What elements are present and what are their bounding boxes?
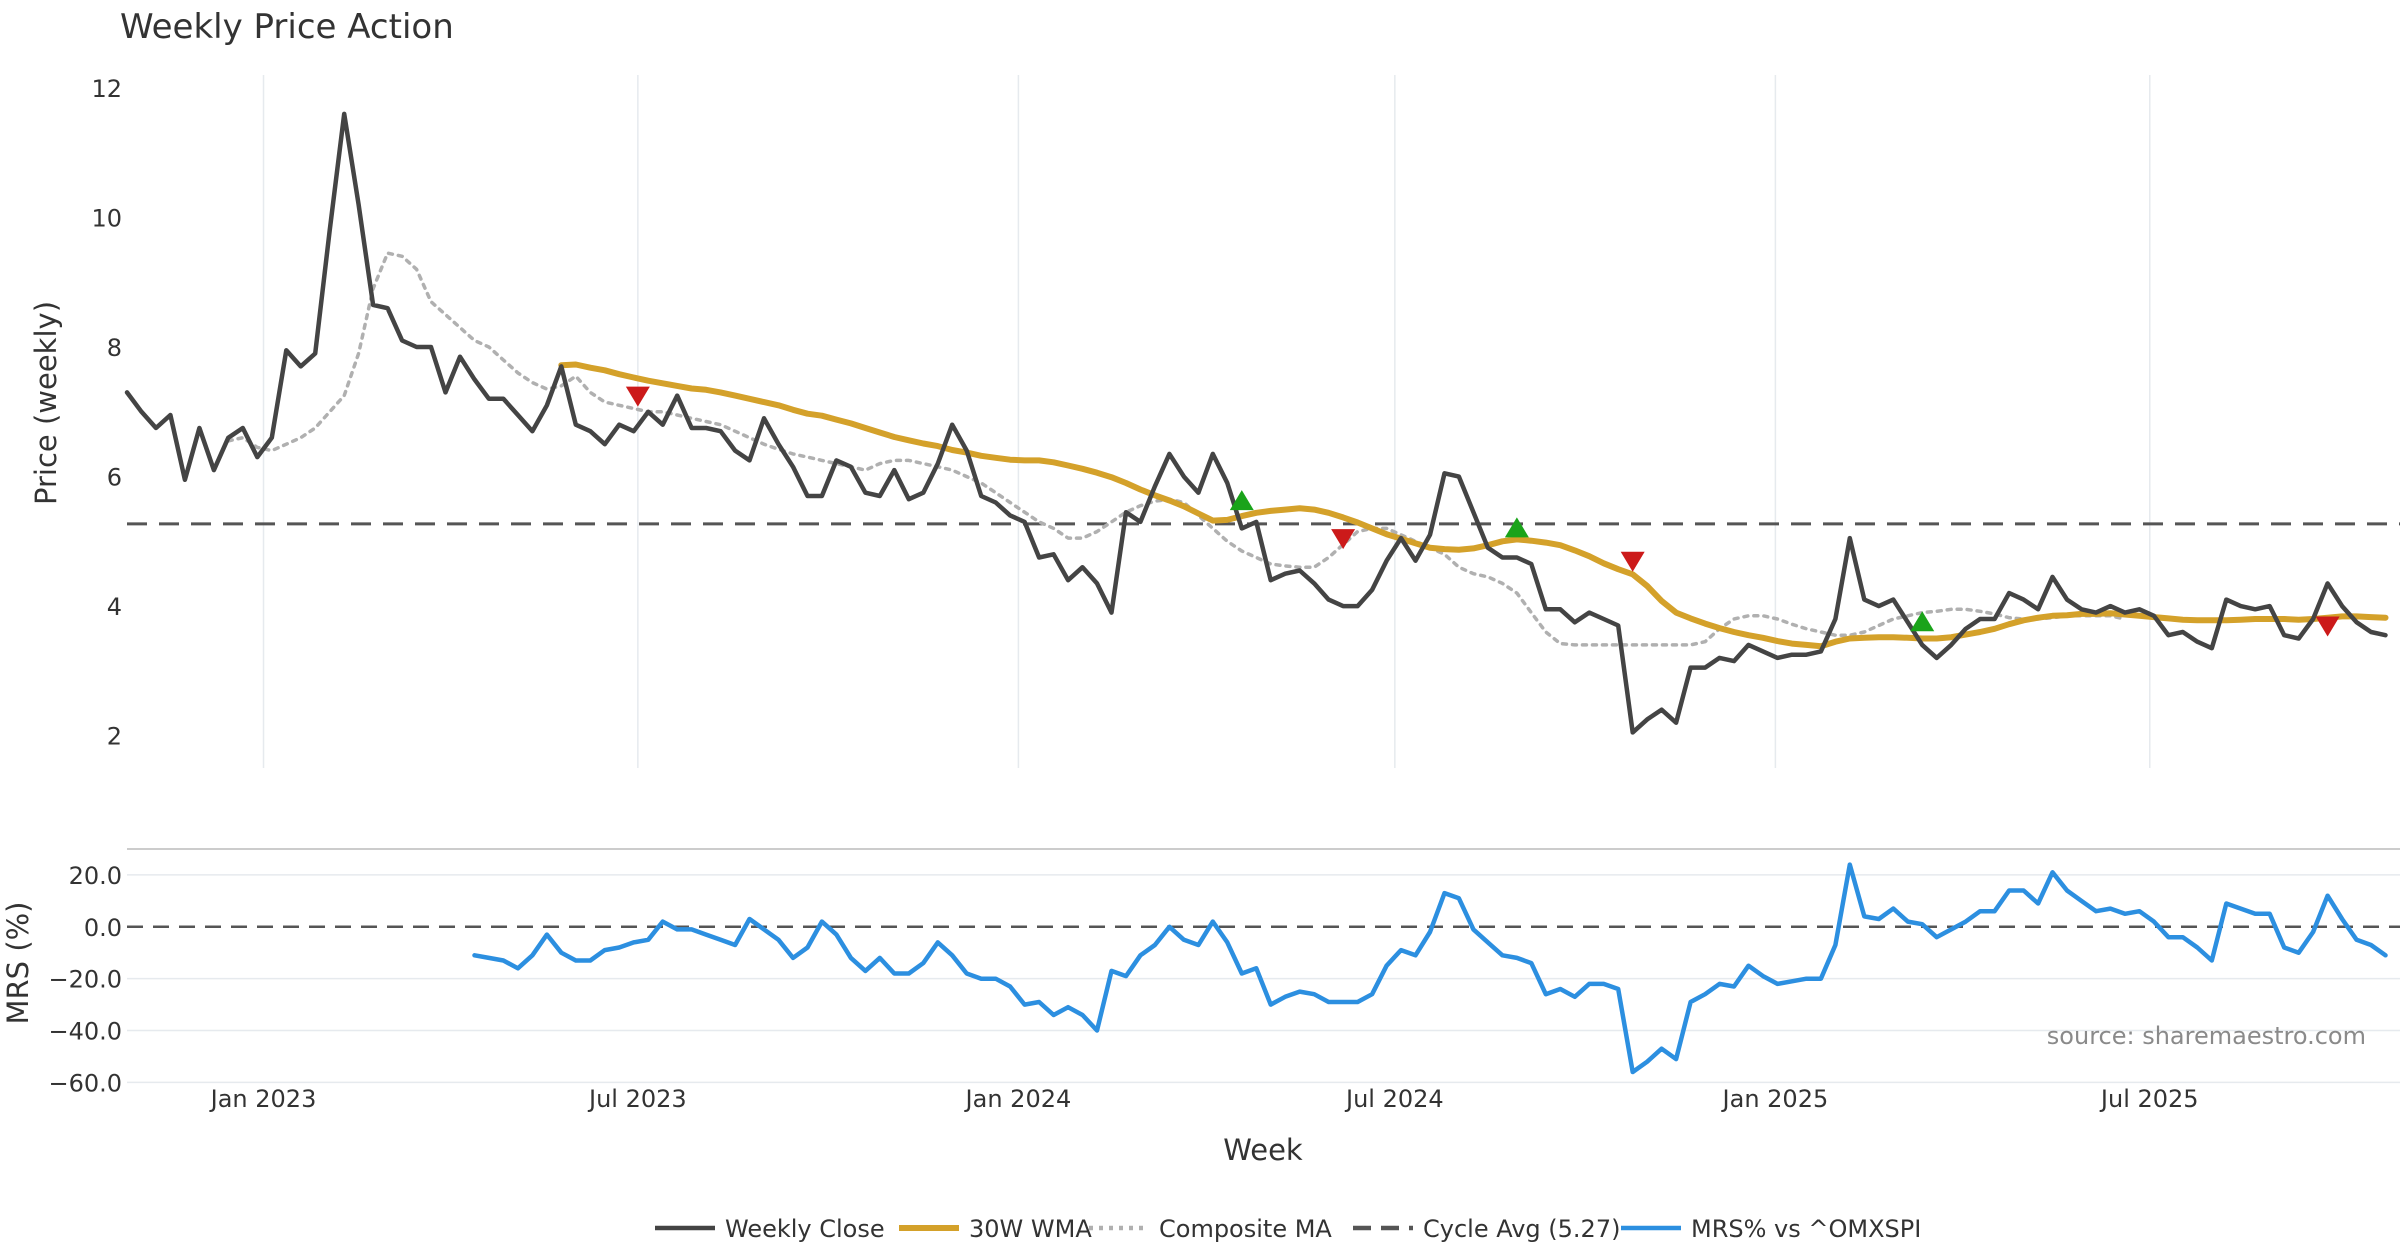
- x-tick-label: Jul 2024: [1344, 1085, 1444, 1113]
- mrs-y-tick-label: 0.0: [84, 914, 122, 942]
- mrs-y-tick-label: −20.0: [48, 966, 122, 994]
- price-y-ticks: 2 4 6 8 10 12: [91, 75, 122, 751]
- mrs-y-tick-label: −60.0: [48, 1069, 122, 1097]
- legend-label: Cycle Avg (5.27): [1423, 1215, 1620, 1243]
- x-tick-label: Jan 2024: [964, 1085, 1072, 1113]
- x-tick-label: Jan 2025: [1721, 1085, 1829, 1113]
- mrs-y-ticks: 20.0 0.0 −20.0 −40.0 −60.0: [48, 862, 122, 1097]
- chart-title: Weekly Price Action: [120, 7, 454, 47]
- legend-label: Weekly Close: [725, 1215, 885, 1243]
- legend-label: MRS% vs ^OMXSPI: [1691, 1215, 1921, 1243]
- buy-signal-marker: [1504, 517, 1529, 538]
- buy-signal-marker: [1910, 611, 1935, 632]
- price-y-tick-label: 8: [107, 334, 122, 362]
- price-y-tick-label: 6: [107, 464, 122, 492]
- legend-item-cycle: Cycle Avg (5.27): [1353, 1215, 1620, 1243]
- price-y-tick-label: 4: [107, 593, 122, 621]
- price-y-tick-label: 2: [107, 723, 122, 751]
- mrs-y-tick-label: −40.0: [48, 1018, 122, 1046]
- chart-legend: Weekly Close 30W WMA Composite MA Cycle Avg…: [655, 1215, 1921, 1243]
- weekly-close-line: [124, 111, 2388, 735]
- x-tick-label: Jan 2023: [209, 1085, 317, 1113]
- legend-label: Composite MA: [1159, 1215, 1332, 1243]
- mrs-line: [472, 862, 2388, 1075]
- buy-signal-marker: [1229, 490, 1254, 511]
- x-axis-label: Week: [1223, 1133, 1303, 1167]
- sell-signal-marker: [1331, 529, 1356, 550]
- sell-signal-marker: [1620, 551, 1645, 572]
- x-axis-ticks: Jan 2023 Jul 2023 Jan 2024 Jul 2024 Jan 2025…: [209, 1085, 2199, 1113]
- mrs-y-axis-label: MRS (%): [1, 902, 35, 1025]
- x-tick-label: Jul 2023: [587, 1085, 687, 1113]
- mrs-y-tick-label: 20.0: [69, 862, 122, 890]
- sell-signal-marker: [2315, 616, 2340, 637]
- price-panel: 2 4 6 8 10 12 Price (weekly): [29, 75, 2400, 768]
- signal-markers: [625, 386, 2340, 637]
- mrs-gridlines: [127, 874, 2400, 1084]
- price-y-axis-label: Price (weekly): [29, 301, 63, 505]
- wma-line: [558, 361, 2389, 650]
- price-series: [124, 111, 2389, 735]
- legend-item-wma: 30W WMA: [899, 1215, 1092, 1243]
- price-y-tick-label: 12: [91, 75, 122, 103]
- legend-item-mrs: MRS% vs ^OMXSPI: [1621, 1215, 1921, 1243]
- legend-item-weekly-close: Weekly Close: [655, 1215, 885, 1243]
- legend-item-composite: Composite MA: [1089, 1215, 1332, 1243]
- price-y-tick-label: 10: [91, 204, 122, 232]
- source-note: source: sharemaestro.com: [2047, 1022, 2366, 1050]
- legend-label: 30W WMA: [969, 1215, 1092, 1243]
- price-gridlines: [262, 75, 2151, 768]
- mrs-series: [472, 862, 2388, 1075]
- mrs-panel: 20.0 0.0 −20.0 −40.0 −60.0 MRS (%) source: s…: [1, 848, 2400, 1097]
- sell-signal-marker: [625, 386, 650, 407]
- x-tick-label: Jul 2025: [2099, 1085, 2199, 1113]
